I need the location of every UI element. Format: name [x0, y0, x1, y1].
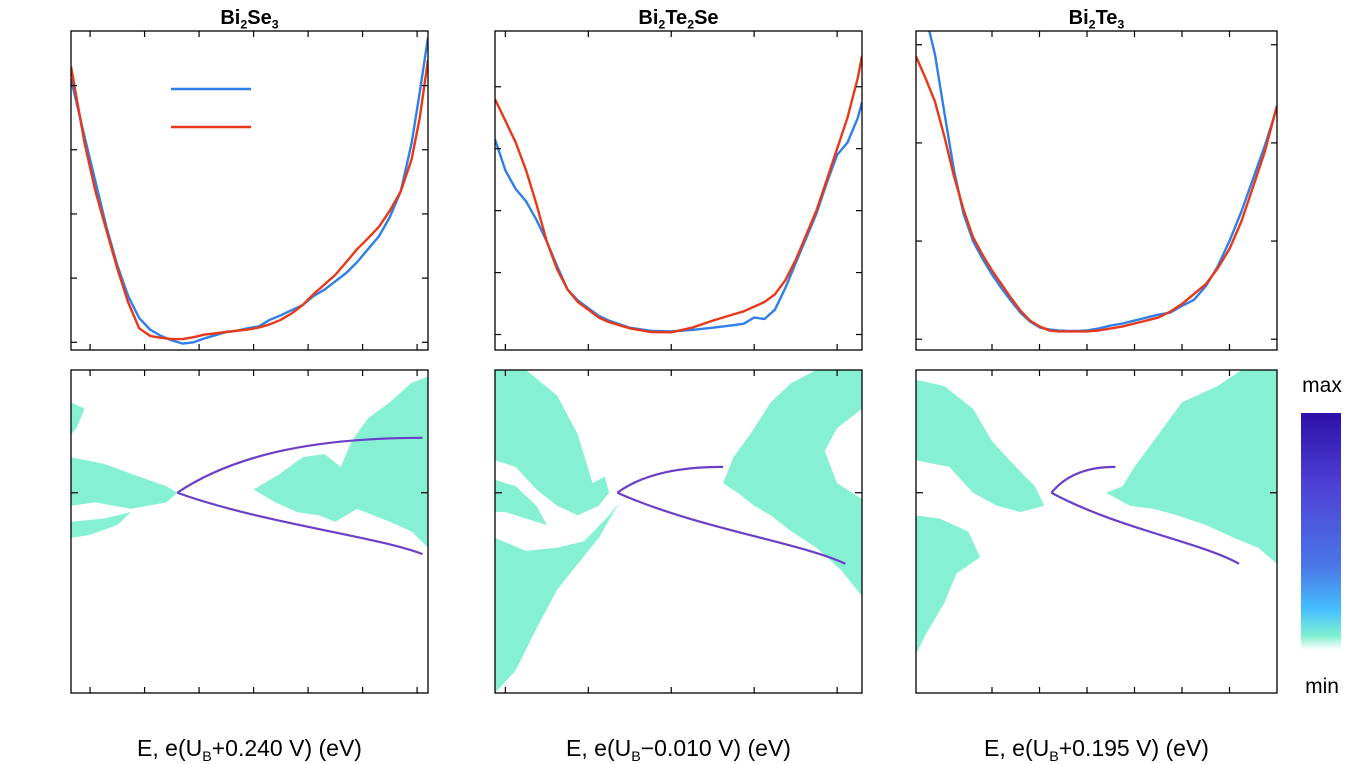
panel-title-c: Bi2Te3 [1069, 7, 1125, 31]
bulk-band-region-f [916, 515, 981, 655]
x-axis-label-f-part: +0.195 V) (eV) [1059, 735, 1209, 761]
colorbar-max-label: max [1302, 374, 1342, 397]
colorbar-min-label: min [1305, 675, 1339, 698]
panel-d: E, e(UB+0.240 V) (eV) [70, 369, 429, 764]
panel-title-b-part: 2 [658, 17, 665, 31]
panel-title-c-part: 3 [1117, 17, 1124, 31]
heatmap-area-f [916, 370, 1277, 655]
colorbar-gradient [1301, 413, 1341, 650]
panel-c: Bi2Te3 [915, 7, 1278, 351]
bulk-band-region-d [71, 512, 131, 538]
panel-title-b-part: Te [665, 7, 687, 29]
panel-title-b-part: Se [694, 7, 718, 29]
bulk-band-region-e [723, 370, 862, 597]
panel-frame-e [494, 369, 863, 694]
bulk-band-region-e [495, 502, 620, 693]
bulk-band-region-e [495, 370, 609, 516]
bulk-band-region-d [71, 457, 178, 509]
panel-title-c-part: 2 [1089, 17, 1096, 31]
series-line-gw-c [928, 31, 1277, 333]
x-axis-label-f: E, e(UB+0.195 V) (eV) [984, 735, 1209, 764]
surface-state-upper-branch-e [616, 465, 724, 494]
panel-title-a-part: 2 [240, 17, 247, 31]
series-line-gw-a [71, 37, 428, 345]
panel-title-b-part: Bi [638, 7, 658, 29]
x-axis-label-e-part: −0.010 V) (eV) [641, 735, 791, 761]
panel-a: Bi2Se3 [70, 7, 429, 351]
x-axis-label-e: E, e(UB−0.010 V) (eV) [566, 735, 791, 764]
panel-title-c-part: Te [1096, 7, 1118, 29]
surface-state-lower-branch-f [1050, 491, 1240, 565]
x-axis-label-d: E, e(UB+0.240 V) (eV) [137, 735, 362, 764]
panel-e: E, e(UB−0.010 V) (eV) [494, 369, 863, 764]
panel-f: E, e(UB+0.195 V) (eV) [915, 369, 1278, 764]
panel-title-c-part: Bi [1069, 7, 1089, 29]
heatmap-area-e [495, 370, 862, 693]
panel-frame-b [494, 30, 863, 351]
panel-frame-a [70, 30, 429, 351]
x-axis-label-f-part: B [1049, 749, 1059, 764]
surface-state-lower-branch-e [616, 491, 846, 565]
bulk-band-region-e [495, 479, 547, 525]
series-line-exp-c [916, 56, 1277, 333]
series-group-c [916, 31, 1277, 333]
series-group-a [71, 37, 428, 345]
panel-frame-c [915, 30, 1278, 351]
series-line-exp-a [71, 59, 428, 341]
panel-title-a: Bi2Se3 [220, 7, 278, 31]
bulk-band-region-d [71, 402, 85, 435]
series-line-exp-b [495, 55, 862, 334]
surface-state-upper-branch-d [176, 436, 423, 494]
x-axis-label-f-part: E, e(U [984, 735, 1049, 761]
panel-frame-d [70, 369, 429, 694]
panel-b: Bi2Te2Se [494, 7, 863, 351]
panel-title-b-part: 2 [687, 17, 694, 31]
heatmap-area-d [71, 376, 428, 556]
surface-state-upper-branch-f [1050, 465, 1116, 494]
panel-title-a-part: 3 [272, 17, 279, 31]
series-group-b [495, 55, 862, 334]
x-axis-label-d-part: +0.240 V) (eV) [212, 735, 362, 761]
x-axis-label-e-part: B [631, 749, 641, 764]
legend-a [171, 87, 251, 129]
x-axis-label-e-part: E, e(U [566, 735, 631, 761]
panel-title-b: Bi2Te2Se [638, 7, 718, 31]
panel-frame-f [915, 369, 1278, 694]
panel-title-a-part: Bi [220, 7, 240, 29]
panel-title-a-part: Se [247, 7, 271, 29]
colorbar: max min [1301, 374, 1342, 698]
x-axis-label-d-part: B [202, 749, 212, 764]
bulk-band-region-f [916, 379, 1045, 513]
bulk-band-region-d [253, 376, 428, 548]
series-line-gw-b [495, 101, 862, 333]
surface-state-lower-branch-d [176, 491, 423, 556]
bulk-band-region-f [1106, 370, 1277, 564]
x-axis-label-d-part: E, e(U [137, 735, 202, 761]
